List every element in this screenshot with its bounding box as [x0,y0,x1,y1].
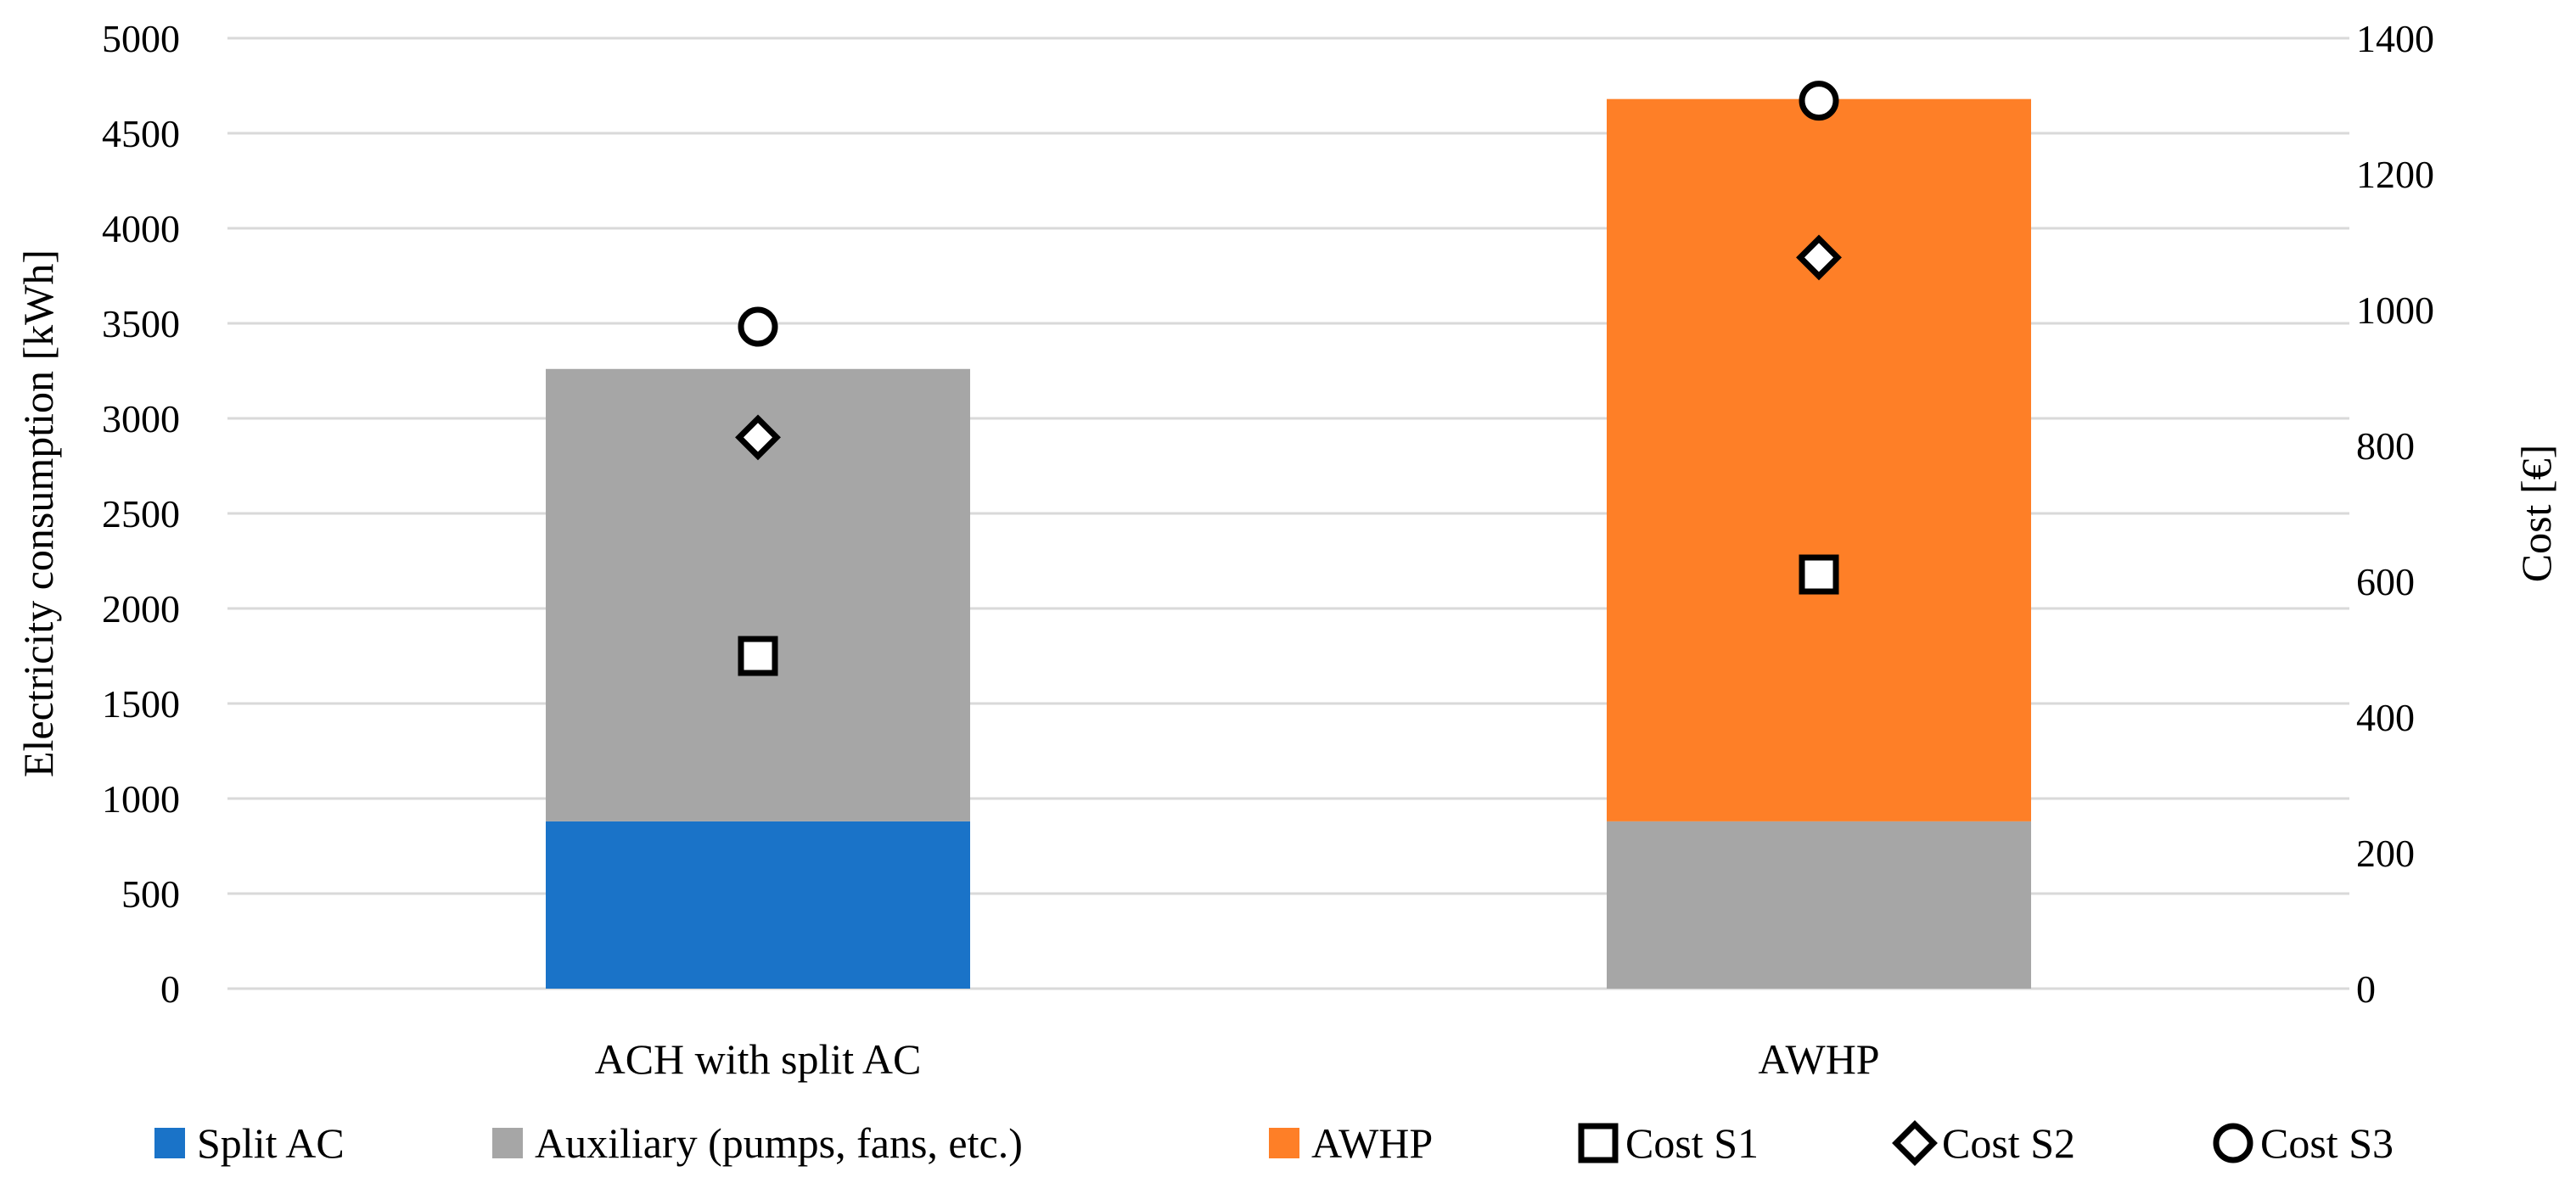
y-tick-label: 5000 [102,17,180,60]
bar-split-ac-ach-with-split-ac [546,821,970,989]
legend-item-awhp: AWHP [1269,1119,1433,1167]
legend-label: Auxiliary (pumps, fans, etc.) [535,1119,1023,1167]
legend-swatch [1578,1123,1619,1163]
bar-auxiliary-pumps-fans-etc-awhp [1607,821,2031,989]
y-tick-label: 3500 [102,302,180,345]
marker-cost-s3-ach-with-split-ac [738,306,778,347]
legend-item-cost-s3: Cost S3 [2213,1119,2394,1167]
category-label: AWHP [1758,1035,1879,1083]
legend-label: Cost S2 [1942,1119,2075,1167]
legend-label: AWHP [1311,1119,1433,1167]
right-axis-ticks: 0 200 400 600 800 1000 1200 1400 [2356,17,2434,1011]
legend-item-cost-s2: Cost S2 [1892,1119,2075,1167]
y2-tick-label: 1000 [2356,289,2434,332]
y-tick-label: 2500 [102,492,180,535]
y-tick-label: 0 [160,967,180,1011]
marker-cost-s1-ach-with-split-ac [738,636,778,676]
legend-label: Cost S1 [1625,1119,1759,1167]
marker-cost-s2-ach-with-split-ac [735,414,781,461]
bars [546,98,2031,989]
bar-awhp-awhp [1607,98,2031,821]
legend-swatch [1892,1120,1938,1166]
category-labels: ACH with split AC AWHP [595,1035,1880,1083]
y-tick-label: 1000 [102,777,180,821]
cost-markers [735,81,1842,676]
y2-tick-label: 400 [2356,696,2415,739]
y2-axis-title: Cost [€] [2512,445,2560,583]
y-tick-label: 4500 [102,112,180,155]
y2-tick-label: 1400 [2356,17,2434,60]
y2-tick-label: 800 [2356,424,2415,468]
y-tick-label: 500 [121,872,180,916]
y-axis-title: Electricity consumption [kWh] [14,249,62,777]
legend: Split AC Auxiliary (pumps, fans, etc.) AWH… [154,1119,2394,1167]
legend-swatch [492,1128,523,1158]
legend-label: Cost S3 [2260,1119,2394,1167]
y2-tick-label: 1200 [2356,153,2434,196]
y-tick-label: 2000 [102,587,180,631]
y2-tick-label: 200 [2356,832,2415,875]
legend-swatch [1269,1128,1299,1158]
y2-tick-label: 600 [2356,560,2415,603]
legend-item-split-ac: Split AC [154,1119,345,1167]
marker-cost-s2-awhp [1796,234,1842,281]
y-tick-label: 3000 [102,397,180,440]
y-tick-label: 1500 [102,682,180,726]
marker-cost-s3-awhp [1799,81,1839,121]
legend-label: Split AC [197,1119,345,1167]
legend-item-auxiliary-pumps-fans-etc: Auxiliary (pumps, fans, etc.) [492,1119,1023,1167]
legend-swatch [2213,1123,2253,1163]
legend-item-cost-s1: Cost S1 [1578,1119,1759,1167]
category-label: ACH with split AC [595,1035,922,1083]
y-tick-label: 4000 [102,207,180,250]
legend-swatch [154,1128,185,1158]
left-axis-ticks: 0 500 1000 1500 2000 2500 3000 3500 4000 4500 5000 [102,17,180,1011]
marker-cost-s1-awhp [1799,554,1839,595]
y2-tick-label: 0 [2356,967,2376,1011]
